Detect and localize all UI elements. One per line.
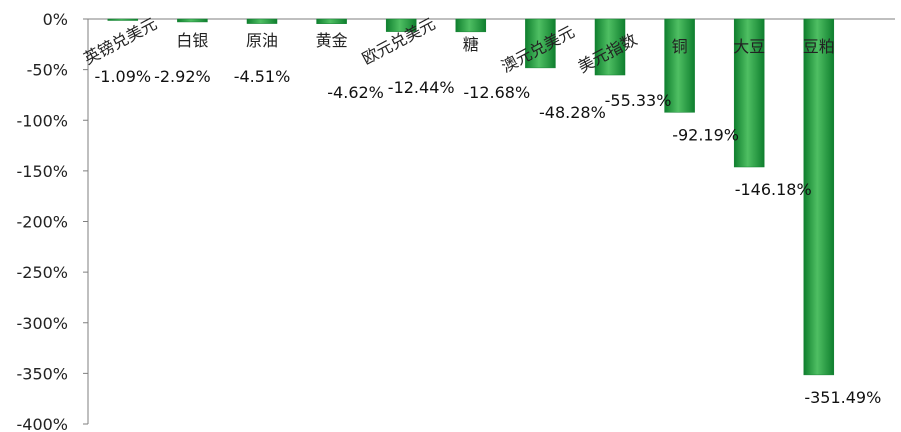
category-label: 原油	[246, 31, 278, 50]
data-label: -1.09%	[94, 67, 151, 86]
y-tick-label: 0%	[43, 10, 68, 29]
y-tick-label: -150%	[16, 162, 68, 181]
bar-1	[107, 18, 139, 21]
data-label: -92.19%	[672, 125, 739, 144]
y-tick-label: -300%	[16, 314, 68, 333]
y-tick-label: -50%	[27, 61, 68, 80]
category-label: 豆粕	[803, 37, 835, 56]
data-label: -12.44%	[388, 78, 455, 97]
data-label: -146.18%	[735, 180, 812, 199]
bar-2	[177, 18, 208, 23]
data-label: -351.49%	[804, 388, 881, 407]
bar-10	[733, 18, 765, 168]
y-tick-label: -200%	[16, 213, 68, 232]
bar-11	[803, 18, 835, 376]
bar-7	[525, 18, 556, 69]
data-label: -2.92%	[154, 67, 211, 86]
data-label: -4.62%	[327, 83, 384, 102]
bar-5	[385, 18, 417, 32]
data-labels: -1.09% -2.92% -4.51% -4.62% -12.44% -12.68% -4…	[94, 67, 881, 407]
y-tick-label: -100%	[16, 111, 68, 130]
data-label: -12.68%	[463, 83, 530, 102]
data-label: -4.51%	[234, 67, 291, 86]
bar-4	[316, 18, 347, 24]
category-label: 黄金	[316, 31, 348, 50]
data-label: -48.28%	[539, 103, 606, 122]
y-tick-label: -250%	[16, 263, 68, 282]
category-label: 白银	[176, 31, 208, 50]
category-label: 糖	[463, 35, 479, 54]
category-label: 大豆	[733, 37, 765, 56]
bar-9	[664, 18, 695, 113]
bar-3	[246, 18, 278, 24]
y-axis: 0% -50% -100% -150% -200% -250% -300% -350% -400…	[16, 10, 895, 432]
category-label: 铜	[672, 37, 688, 56]
data-label: -55.33%	[605, 91, 672, 110]
bar-8	[594, 18, 626, 76]
category-label: 英镑兑美元	[80, 14, 160, 68]
bar-6	[455, 18, 487, 33]
bars	[107, 18, 835, 376]
y-tick-label: -350%	[16, 364, 68, 383]
y-tick-label: -400%	[16, 415, 68, 432]
